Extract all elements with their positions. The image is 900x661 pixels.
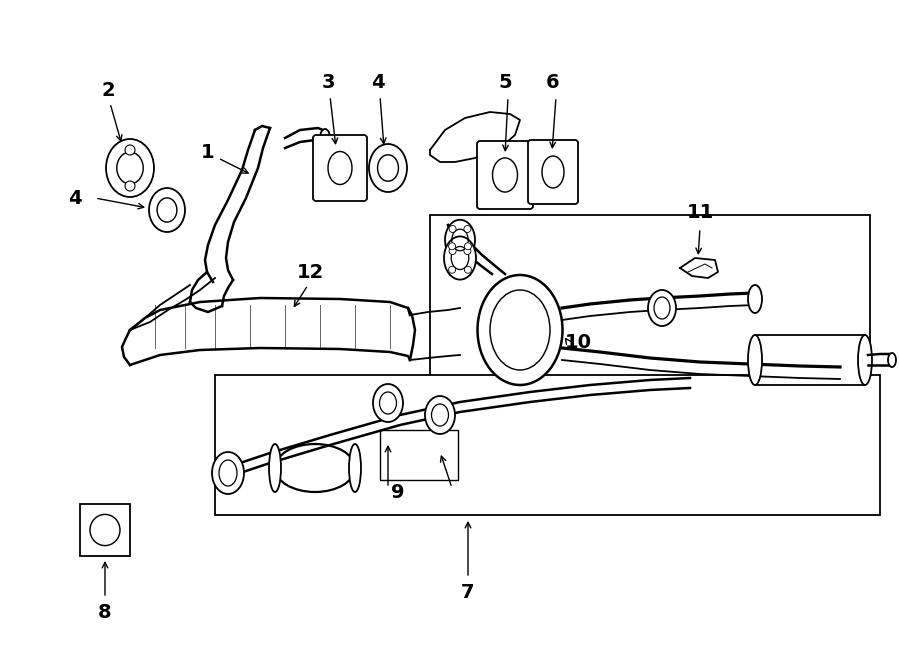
- Text: 6: 6: [546, 73, 560, 91]
- Bar: [430, 215, 870, 400]
- Bar: [755, 335, 865, 385]
- Ellipse shape: [648, 290, 676, 326]
- Circle shape: [464, 266, 472, 273]
- Text: 4: 4: [371, 73, 385, 91]
- Text: 10: 10: [564, 332, 591, 352]
- Ellipse shape: [275, 444, 355, 492]
- Text: 5: 5: [499, 73, 512, 91]
- Ellipse shape: [106, 139, 154, 197]
- Text: 12: 12: [296, 262, 324, 282]
- Text: 7: 7: [461, 584, 475, 602]
- Circle shape: [464, 225, 471, 233]
- FancyBboxPatch shape: [477, 141, 533, 209]
- Circle shape: [464, 243, 472, 250]
- Ellipse shape: [888, 353, 896, 367]
- Bar: [215, 375, 880, 515]
- Circle shape: [448, 266, 455, 273]
- Ellipse shape: [369, 144, 407, 192]
- Ellipse shape: [149, 188, 185, 232]
- Text: 4: 4: [68, 188, 82, 208]
- Bar: [80, 504, 130, 556]
- Ellipse shape: [478, 275, 562, 385]
- Ellipse shape: [445, 219, 475, 260]
- Circle shape: [125, 181, 135, 191]
- Circle shape: [448, 243, 455, 250]
- Ellipse shape: [269, 444, 281, 492]
- Ellipse shape: [320, 129, 330, 147]
- Ellipse shape: [858, 335, 872, 385]
- Polygon shape: [430, 112, 520, 162]
- Text: 8: 8: [98, 602, 112, 621]
- Text: 9: 9: [392, 483, 405, 502]
- Text: 1: 1: [202, 143, 215, 161]
- Ellipse shape: [425, 396, 455, 434]
- Ellipse shape: [748, 285, 762, 313]
- Ellipse shape: [373, 384, 403, 422]
- FancyBboxPatch shape: [313, 135, 367, 201]
- Text: 11: 11: [687, 202, 714, 221]
- Circle shape: [125, 145, 135, 155]
- Circle shape: [464, 247, 471, 254]
- FancyBboxPatch shape: [528, 140, 578, 204]
- Text: 3: 3: [321, 73, 335, 91]
- Ellipse shape: [349, 444, 361, 492]
- Bar: [380, 430, 458, 480]
- Ellipse shape: [444, 237, 476, 280]
- Polygon shape: [680, 258, 718, 278]
- Ellipse shape: [748, 335, 762, 385]
- Circle shape: [449, 247, 456, 254]
- Text: 2: 2: [101, 81, 115, 100]
- Circle shape: [449, 225, 456, 233]
- Ellipse shape: [212, 452, 244, 494]
